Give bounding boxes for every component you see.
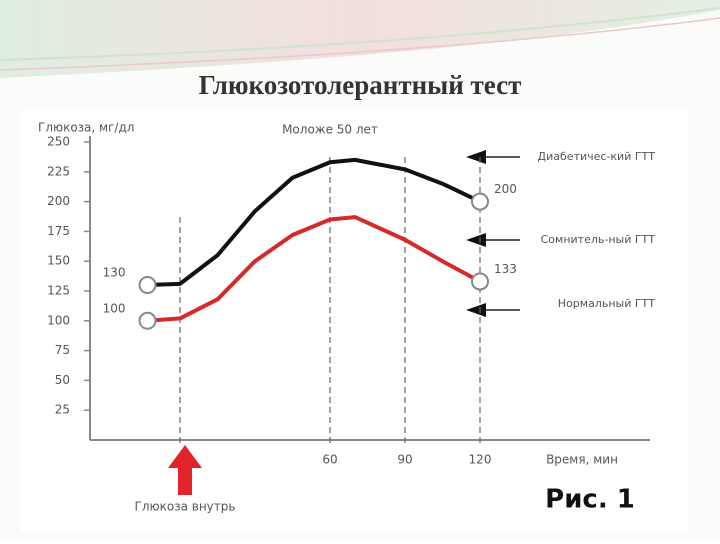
slide-title: Глюкозотолерантный тест <box>199 70 522 100</box>
y-tick-label: 150 <box>47 254 70 268</box>
marker-label: Глюкоза внутрь <box>135 500 236 514</box>
data-label: 100 <box>103 301 126 315</box>
y-tick-label: 25 <box>55 403 70 417</box>
y-tick-label: 50 <box>55 373 70 387</box>
point <box>138 276 157 295</box>
y-tick-label: 125 <box>47 284 70 298</box>
series-line <box>145 215 482 323</box>
y-tick-label: 175 <box>47 224 70 238</box>
point <box>138 311 157 330</box>
decor-line <box>0 17 720 71</box>
data-label: 133 <box>494 262 517 276</box>
annotation-arrows <box>466 150 520 317</box>
x-tick-label: 120 <box>469 453 492 467</box>
annotation: Сомнитель-ный ГТТ <box>541 233 656 246</box>
series-line <box>145 157 482 288</box>
x-tick-label: 60 <box>322 453 337 467</box>
point <box>471 272 489 291</box>
y-tick-label: 100 <box>47 313 70 327</box>
y-tick-label: 200 <box>47 194 70 208</box>
intake-arrow <box>168 445 202 495</box>
decor-band <box>0 0 720 78</box>
subtitle: Моложе 50 лет <box>282 123 378 137</box>
decor-line <box>0 7 720 61</box>
point <box>471 192 489 211</box>
x-axis-label: Время, мин <box>546 453 618 467</box>
y-tick-label: 75 <box>55 343 70 357</box>
annotation: Нормальный ГТТ <box>558 297 655 310</box>
y-tick-label: 225 <box>47 164 70 178</box>
figure-area <box>20 110 688 532</box>
y-tick-label: 250 <box>47 135 70 149</box>
annotation: Диабетичес-кий ГТТ <box>538 150 656 163</box>
x-tick-label: 90 <box>397 453 412 467</box>
data-label: 200 <box>494 182 517 196</box>
data-label: 130 <box>103 266 126 280</box>
figure-label: Рис. 1 <box>545 485 635 515</box>
y-axis-label: Глюкоза, мг/дл <box>38 121 134 135</box>
